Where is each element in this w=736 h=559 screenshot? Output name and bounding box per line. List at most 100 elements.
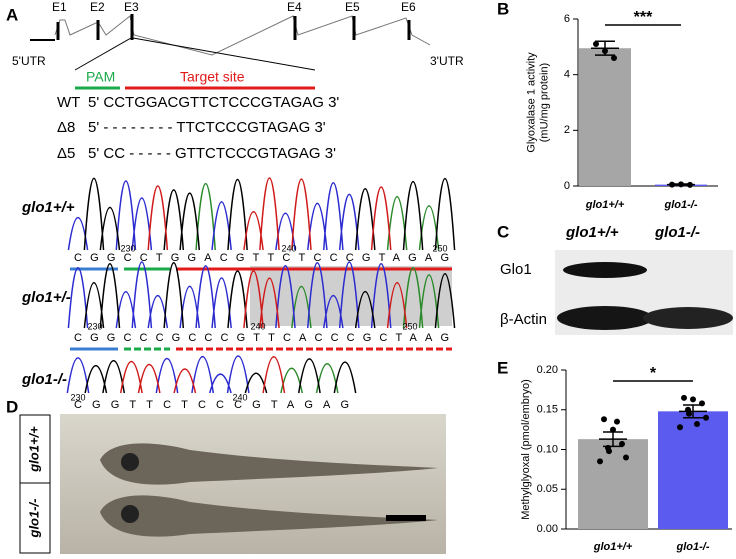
label-box [19,482,51,554]
point [611,54,617,61]
trace [84,358,357,394]
seq-label: WT [57,94,80,111]
y-tick-label: 2 [564,124,570,136]
point [677,424,683,431]
y-tick-label: 0.00 [537,523,558,535]
seq: 5' CC - - - - - GTTCTCCCGTAGAG 3' [88,145,336,162]
base-position: 250 [432,243,447,253]
seq-label: Δ8 [57,119,75,136]
seq: 5' - - - - - - - - TTCTCCCGTAGAG 3' [88,119,326,136]
point [619,440,625,447]
base-position: 250 [402,321,417,331]
panel-labels: A B C D E [6,0,509,416]
exon-label: E2 [90,0,105,14]
point [597,458,603,465]
point [623,454,629,461]
trace [67,180,360,251]
x-tick-label: glo1+/+ [593,541,633,553]
exon-label: E4 [287,0,302,14]
base-position: 230 [70,392,85,402]
genotype: glo1+/+ [21,199,75,216]
exon-label: E5 [345,0,360,14]
y-tick-label: 0.05 [537,483,558,495]
point [602,48,608,55]
bases: CGGCCTGGACGTTCTCCCGTAGAG [74,252,449,264]
x-tick-label: glo1-/- [676,541,710,553]
y-tick-label: 6 [564,13,570,25]
panel-label: B [497,0,509,18]
blot-row: Glo1 [500,261,532,278]
trace [119,356,286,394]
exon-label: E6 [401,0,416,14]
bases: CGGTTCTCCCGTAGAG [74,399,349,411]
panel-label: C [497,222,509,241]
exons [56,14,411,40]
bases: CGGCCCGCCCGTTCACCCGCTAAG [74,332,449,344]
point [606,448,612,455]
point [686,410,692,417]
point [593,41,599,48]
eye [121,453,139,471]
band [643,307,733,329]
bar [579,48,631,186]
point [681,394,687,401]
point [694,421,700,428]
significance: *** [634,9,653,26]
base-position: 240 [250,321,265,331]
base-position: 230 [87,321,102,331]
bar [578,439,648,529]
band [563,262,647,278]
shade [250,266,452,326]
charts: 0 2 4 6 glo1+/+ glo1-/- *** Glyoxalase 1 activi… [520,9,732,553]
layout [19,14,733,554]
genotype: glo1+/+ [26,426,41,473]
exon-label: E3 [124,0,139,14]
y-tick-label: 4 [564,69,570,81]
point [699,400,705,407]
trace [243,270,408,329]
significance: * [650,365,657,382]
point [614,418,620,425]
x-tick-label: glo1-/- [664,199,698,211]
y-tick-label: 0.15 [537,404,558,416]
trace [83,262,456,329]
point [703,414,709,421]
point [678,181,684,188]
genotype: glo1-/- [21,371,67,388]
larva [100,443,438,485]
zoom-line [74,37,132,71]
panel-label: A [6,5,18,24]
trace [66,355,250,394]
y-axis-label: Methylglyoxal (pmol/embryo) [520,379,532,520]
y-tick-label: 0 [564,180,570,192]
point [690,396,696,403]
gene-labels: E1 E2 E3 E4 E5 E6 5'UTR 3'UTR PAM Target… [12,0,464,85]
band [557,306,653,330]
trace [83,177,456,251]
genotype: glo1-/- [26,499,41,539]
y-axis-label: Glyoxalase 1 activity [525,52,537,153]
y-axis-label: (mU/mg protein) [538,63,550,142]
trace [195,182,440,251]
y-tick-label: 0.20 [537,364,558,376]
exon-label: E1 [52,0,67,14]
point [669,181,675,188]
panel-label: D [6,397,18,416]
point [610,426,616,433]
panel-label: E [497,358,508,377]
utr-label: 3'UTR [430,54,464,68]
genotype: glo1+/- [21,289,71,306]
x-tick-label: glo1+/+ [585,199,625,211]
utr-label: 5'UTR [12,54,46,68]
photo [60,414,446,554]
bar [658,411,728,529]
genotype: glo1-/- [654,224,700,241]
base-position: 230 [120,243,135,253]
pam-label: PAM [86,69,115,85]
y-tick-label: 0.10 [537,443,558,455]
blot-row: β-Actin [500,311,547,328]
seq: 5' CCTGGACGTTCTCCCGTAGAG 3' [88,94,339,111]
trace [67,261,392,329]
eye [121,505,139,523]
